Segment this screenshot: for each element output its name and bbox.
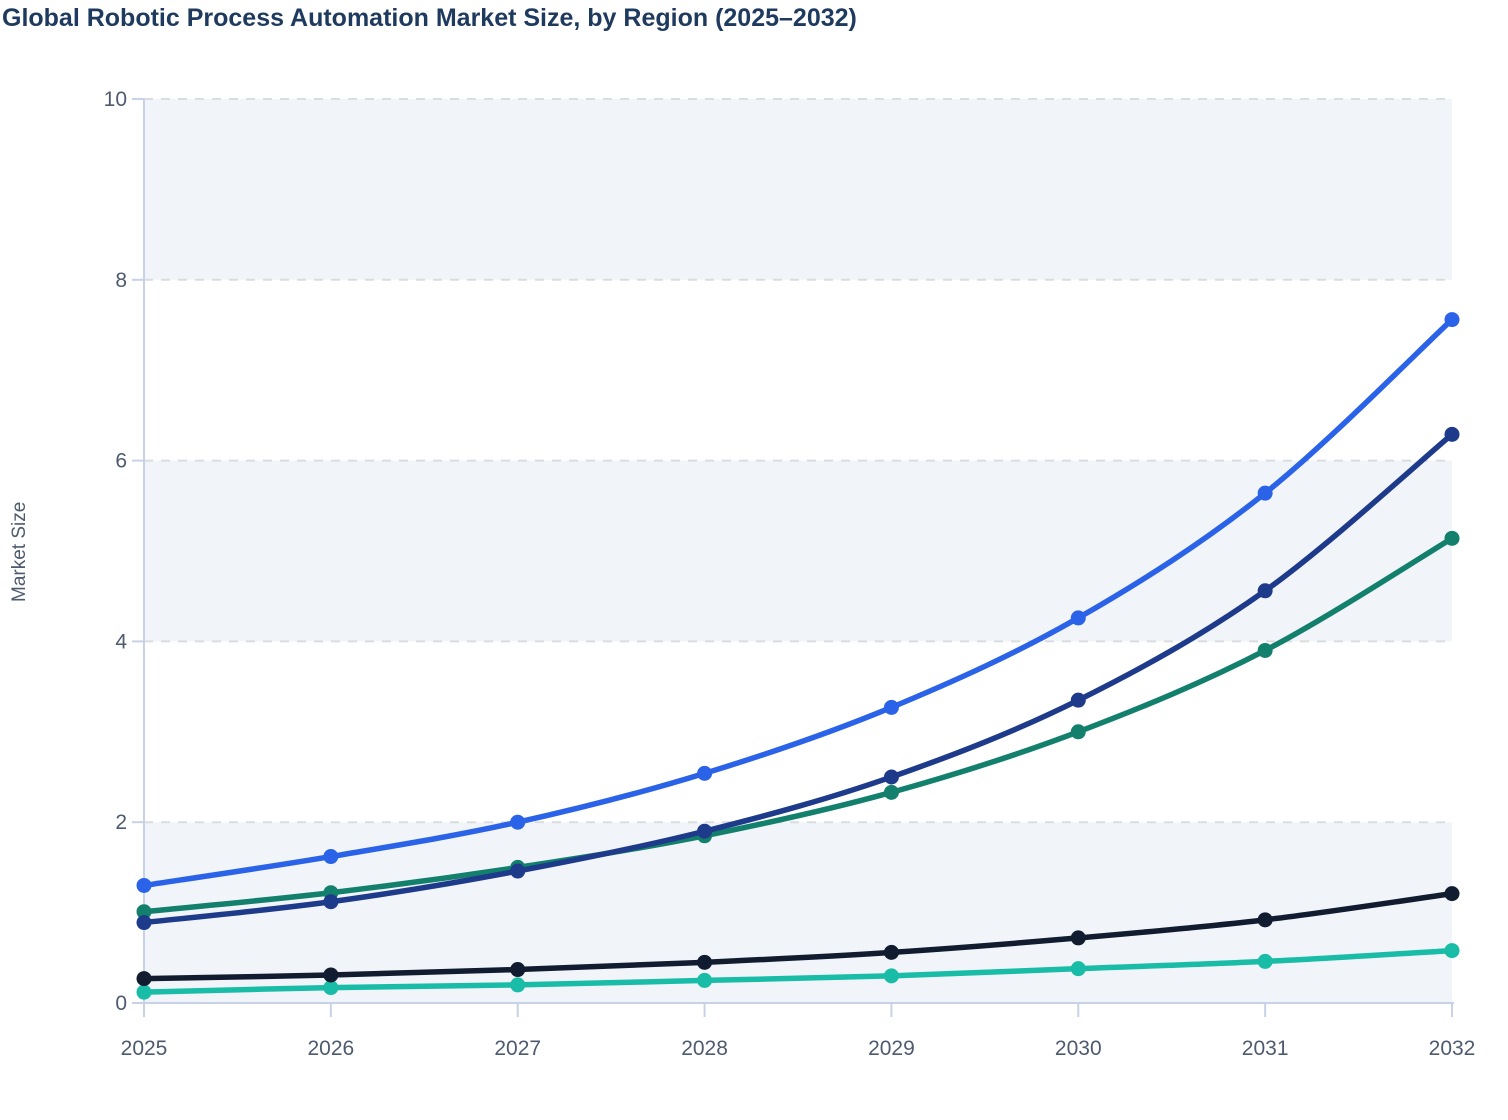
y-tick-label: 10 <box>104 88 127 111</box>
series-teal-point-2029 <box>883 968 899 984</box>
series-blue-point-2030 <box>1070 610 1086 626</box>
series-blue-point-2025 <box>136 877 152 893</box>
plot-band <box>144 460 1452 642</box>
series-teal-point-2030 <box>1070 961 1086 977</box>
series-navy-point-2025 <box>136 915 152 931</box>
x-tick-label: 2025 <box>121 1037 168 1060</box>
series-navy-point-2031 <box>1257 583 1273 599</box>
plot-band <box>144 99 1452 280</box>
series-teal-line <box>141 947 1455 995</box>
series-teal-point-2032 <box>1444 943 1460 959</box>
series-black-point-2032 <box>1444 886 1460 902</box>
series-navy-point-2026 <box>323 894 339 910</box>
x-tick-label: 2029 <box>868 1037 915 1060</box>
series-teal-point-2025 <box>136 984 152 1000</box>
series-blue-point-2027 <box>510 814 526 830</box>
y-tick-label: 4 <box>115 630 127 653</box>
series-green-line <box>141 535 1455 915</box>
x-tick-label: 2027 <box>494 1037 541 1060</box>
series-navy-point-2029 <box>883 769 899 785</box>
page-title: Global Robotic Process Automation Market… <box>2 4 857 32</box>
series-green-point-2031 <box>1257 642 1273 658</box>
series-black-point-2031 <box>1257 912 1273 928</box>
series-green-point-2030 <box>1070 724 1086 740</box>
series-black-point-2028 <box>697 954 713 970</box>
series-blue-point-2026 <box>323 849 339 865</box>
series-navy-point-2030 <box>1070 692 1086 708</box>
y-tick-label: 8 <box>115 269 127 292</box>
y-tick-label: 6 <box>115 450 127 473</box>
series-green-point-2025 <box>136 904 152 920</box>
series-black-point-2030 <box>1070 930 1086 946</box>
series-black-point-2029 <box>883 944 899 960</box>
series-teal-point-2026 <box>323 980 339 996</box>
series-blue-point-2031 <box>1257 485 1273 501</box>
series-black-line <box>141 890 1455 982</box>
series-blue-point-2028 <box>697 765 713 781</box>
series-black-point-2027 <box>510 962 526 978</box>
x-tick-label: 2031 <box>1242 1037 1289 1060</box>
series-green-point-2029 <box>883 784 899 800</box>
series-green-point-2032 <box>1444 530 1460 546</box>
series-black-point-2025 <box>136 971 152 987</box>
y-tick-label: 2 <box>115 811 127 834</box>
y-tick-label: 0 <box>115 992 127 1015</box>
series-teal-point-2031 <box>1257 953 1273 969</box>
x-tick-label: 2028 <box>681 1037 728 1060</box>
series-navy-point-2032 <box>1444 426 1460 442</box>
series-blue-point-2029 <box>883 699 899 715</box>
series-blue-line <box>141 316 1455 889</box>
x-tick-label: 2026 <box>307 1037 354 1060</box>
series-navy-point-2028 <box>697 823 713 839</box>
x-tick-label: 2030 <box>1055 1037 1102 1060</box>
series-teal-point-2028 <box>697 972 713 988</box>
series-black-point-2026 <box>323 967 339 983</box>
x-tick-label: 2032 <box>1429 1037 1476 1060</box>
series-navy-point-2027 <box>510 863 526 879</box>
series-teal-point-2027 <box>510 977 526 993</box>
series-blue-point-2032 <box>1444 312 1460 328</box>
